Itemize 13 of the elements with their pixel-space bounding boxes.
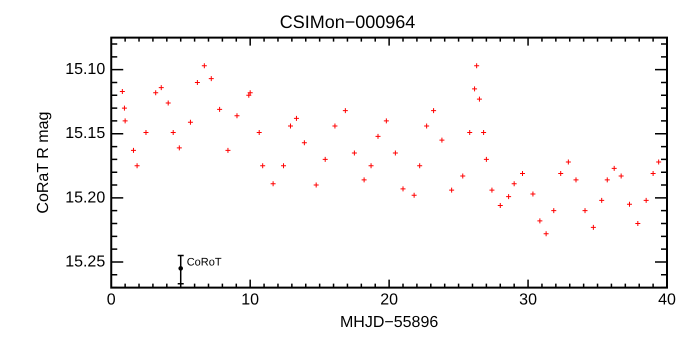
y-tick-label: 15.25 xyxy=(65,253,106,270)
x-tick-label: 30 xyxy=(519,292,538,309)
x-axis-title: MHJD−55896 xyxy=(340,314,438,331)
chart-title: CSIMon−000964 xyxy=(280,12,416,32)
y-tick-label: 15.10 xyxy=(65,61,106,78)
x-tick-label: 40 xyxy=(658,292,676,309)
y-tick-label: 15.20 xyxy=(65,189,106,206)
y-axis-title: CoRaT R mag xyxy=(35,112,52,214)
x-tick-label: 10 xyxy=(241,292,260,309)
x-tick-label: 0 xyxy=(106,292,116,309)
y-tick-label: 15.15 xyxy=(65,125,106,142)
annotation: CoRoT xyxy=(186,256,222,268)
x-tick-label: 20 xyxy=(380,292,398,309)
